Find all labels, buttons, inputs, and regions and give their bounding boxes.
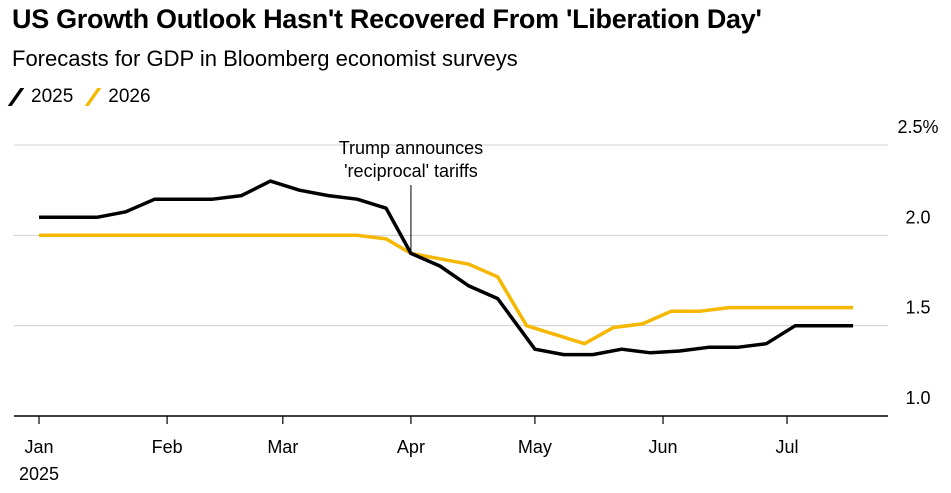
- chart-subtitle: Forecasts for GDP in Bloomberg economist…: [12, 46, 518, 71]
- y-tick-label: 2.5%: [897, 117, 938, 137]
- x-tick-sublabel: 2025: [19, 464, 59, 484]
- annotation: Trump announces 'reciprocal' tariffs: [339, 138, 483, 254]
- annotation-text-line2: 'reciprocal' tariffs: [344, 161, 478, 181]
- series-line-2026: [39, 233, 854, 346]
- series-line-2025: [39, 179, 854, 357]
- annotation-text-line1: Trump announces: [339, 138, 483, 158]
- x-tick-label: Jan: [24, 437, 53, 457]
- x-tick-label: Feb: [152, 437, 183, 457]
- x-tick-label: May: [518, 437, 552, 457]
- x-tick-label: Jul: [775, 437, 798, 457]
- legend-label-2025: 2025: [31, 86, 74, 107]
- legend: 2025 2026: [7, 86, 151, 108]
- legend-label-2026: 2026: [108, 86, 151, 107]
- x-axis: Jan 2025 Feb Mar Apr May Jun Jul: [19, 416, 799, 484]
- series-lines: [39, 179, 854, 357]
- legend-item-2025: 2025: [7, 86, 74, 108]
- gridlines: [14, 144, 888, 417]
- y-tick-label: 1.0: [905, 388, 930, 408]
- y-tick-label: 1.5: [905, 298, 930, 318]
- legend-item-2026: 2026: [84, 86, 151, 108]
- y-tick-label: 2.0: [905, 207, 930, 227]
- y-axis: 2.5% 2.0 1.5 1.0: [897, 117, 938, 408]
- chart-title: US Growth Outlook Hasn't Recovered From …: [12, 4, 762, 34]
- x-tick-label: Jun: [649, 437, 678, 457]
- x-tick-label: Apr: [397, 437, 425, 457]
- x-tick-label: Mar: [267, 437, 298, 457]
